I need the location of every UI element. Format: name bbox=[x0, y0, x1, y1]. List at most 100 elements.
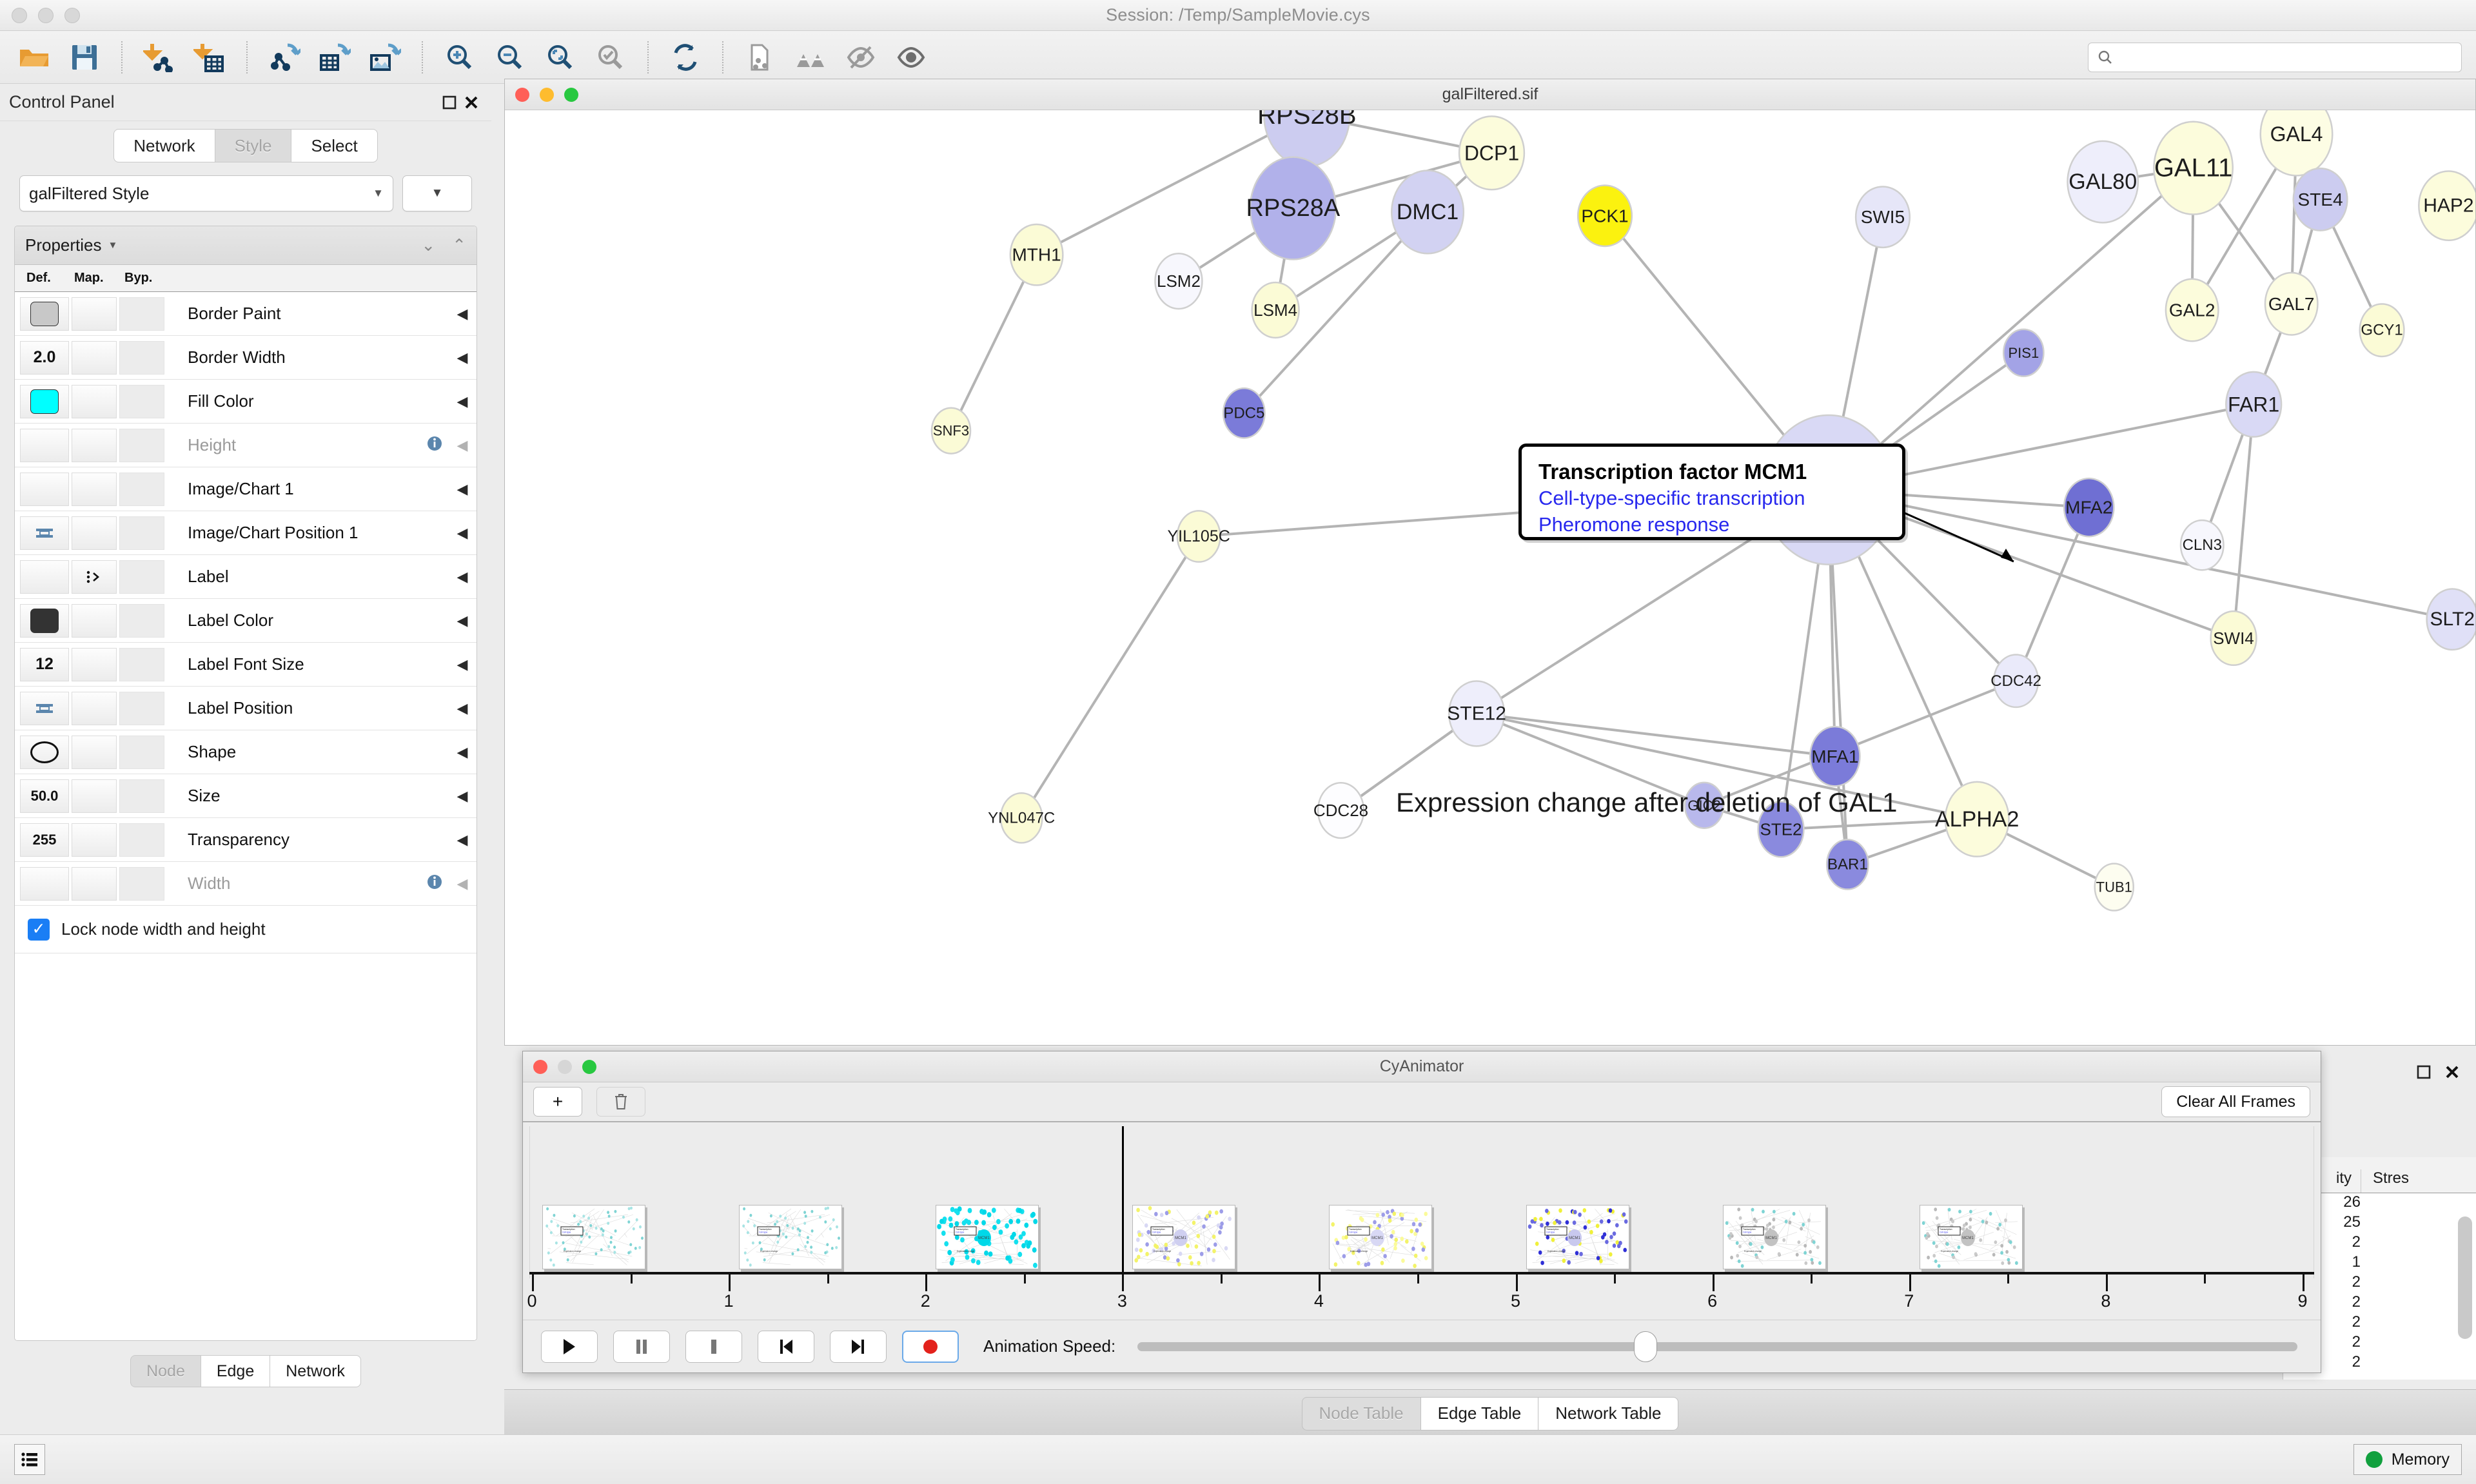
close-window-button[interactable] bbox=[12, 8, 27, 23]
zoom-in-icon[interactable] bbox=[435, 34, 485, 81]
property-expand-arrow[interactable]: ◀ bbox=[457, 568, 468, 585]
graph-node[interactable]: DCP1 bbox=[1458, 115, 1526, 191]
network-window-controls[interactable] bbox=[515, 87, 578, 102]
property-expand-arrow[interactable]: ◀ bbox=[457, 349, 468, 366]
hide-selected-icon[interactable] bbox=[836, 34, 886, 81]
graph-node[interactable]: MFA1 bbox=[1809, 725, 1861, 787]
window-controls[interactable] bbox=[12, 8, 80, 23]
color-swatch[interactable] bbox=[30, 389, 59, 414]
property-mapping-cell[interactable] bbox=[72, 691, 117, 725]
property-default-cell[interactable] bbox=[20, 384, 69, 418]
timeline-frame[interactable]: Transcription Cell-type Expression change bbox=[739, 1205, 843, 1269]
lock-node-size-row[interactable]: ✓ Lock node width and height bbox=[15, 906, 477, 953]
tab-node[interactable]: Node bbox=[130, 1355, 201, 1387]
graph-node[interactable]: CDC28 bbox=[1313, 781, 1368, 839]
cyanimator-window-controls[interactable] bbox=[533, 1059, 596, 1074]
property-mapping-cell[interactable] bbox=[72, 823, 117, 857]
graph-node[interactable]: GCY1 bbox=[2359, 303, 2405, 358]
pause-button[interactable] bbox=[613, 1330, 670, 1363]
property-default-cell[interactable] bbox=[20, 603, 69, 638]
search-box[interactable] bbox=[2088, 43, 2462, 72]
save-disk-icon[interactable] bbox=[59, 34, 110, 81]
graph-node[interactable]: SWI4 bbox=[2210, 610, 2257, 667]
property-bypass-cell[interactable] bbox=[119, 297, 164, 331]
clear-all-frames-button[interactable]: Clear All Frames bbox=[2161, 1086, 2310, 1117]
property-expand-arrow[interactable]: ◀ bbox=[457, 436, 468, 453]
export-network-icon[interactable] bbox=[259, 34, 310, 81]
graph-node[interactable]: TUB1 bbox=[2094, 863, 2135, 912]
property-bypass-cell[interactable] bbox=[119, 560, 164, 594]
property-mapping-cell[interactable] bbox=[72, 297, 117, 331]
add-frame-button[interactable]: + bbox=[533, 1087, 582, 1117]
zoom-fit-icon[interactable] bbox=[535, 34, 585, 81]
property-mapping-cell[interactable] bbox=[72, 560, 117, 594]
property-mapping-cell[interactable] bbox=[72, 472, 117, 506]
show-all-icon[interactable] bbox=[886, 34, 936, 81]
maximize-network-button[interactable] bbox=[564, 87, 578, 102]
timeline-playhead[interactable] bbox=[1122, 1126, 1125, 1273]
property-row[interactable]: Fill Color ◀ bbox=[15, 380, 477, 424]
new-network-icon[interactable] bbox=[735, 34, 785, 81]
property-expand-arrow[interactable]: ◀ bbox=[457, 480, 468, 497]
record-button[interactable] bbox=[902, 1330, 959, 1363]
timeline-frame[interactable]: MCM1 Transcription Cell-type Expression cha… bbox=[1919, 1205, 2023, 1269]
import-table-icon[interactable] bbox=[184, 34, 235, 81]
property-row[interactable]: Label Color ◀ bbox=[15, 599, 477, 643]
graph-node[interactable]: MFA2 bbox=[2063, 477, 2115, 538]
property-expand-arrow[interactable]: ◀ bbox=[457, 831, 468, 848]
close-cyanimator-button[interactable] bbox=[533, 1059, 547, 1074]
style-select[interactable]: galFiltered Style ▼ bbox=[19, 175, 393, 211]
minimize-network-button[interactable] bbox=[540, 87, 554, 102]
table-scrollbar[interactable] bbox=[2458, 1216, 2472, 1339]
graph-node[interactable]: RPS28B bbox=[1257, 110, 1357, 168]
tab-network[interactable]: Network bbox=[113, 129, 215, 162]
property-expand-arrow[interactable]: ◀ bbox=[457, 656, 468, 672]
graph-node[interactable]: STE4 bbox=[2292, 167, 2348, 231]
graph-node[interactable]: ALPHA2 bbox=[1935, 781, 2019, 857]
graph-edge[interactable] bbox=[1780, 817, 1978, 831]
tab-edge-table[interactable]: Edge Table bbox=[1420, 1396, 1538, 1430]
property-mapping-cell[interactable] bbox=[72, 779, 117, 813]
property-mapping-cell[interactable] bbox=[72, 647, 117, 681]
network-canvas[interactable]: RPS28B DCP1 RPS28A DMC1 PCK1 SWI5 GAL80 GAL11 GA… bbox=[505, 110, 2475, 1045]
info-icon[interactable] bbox=[426, 874, 448, 893]
graph-edge[interactable] bbox=[1036, 113, 1308, 256]
graph-node[interactable]: PDC5 bbox=[1222, 387, 1266, 439]
property-expand-arrow[interactable]: ◀ bbox=[457, 393, 468, 409]
graph-edge[interactable] bbox=[1243, 211, 1429, 415]
color-swatch[interactable] bbox=[30, 301, 59, 326]
property-expand-arrow[interactable]: ◀ bbox=[457, 699, 468, 716]
tab-edge[interactable]: Edge bbox=[200, 1355, 270, 1387]
open-folder-icon[interactable] bbox=[9, 34, 59, 81]
property-default-cell[interactable]: 12 bbox=[20, 647, 69, 681]
property-expand-arrow[interactable]: ◀ bbox=[457, 524, 468, 541]
property-default-cell[interactable] bbox=[20, 560, 69, 594]
cyanimator-timeline[interactable]: Transcription Cell-type Expression change T… bbox=[523, 1122, 2321, 1316]
property-row[interactable]: Height ◀ bbox=[15, 424, 477, 467]
graph-node[interactable]: GAL4 bbox=[2259, 110, 2334, 177]
graph-edge[interactable] bbox=[1476, 712, 1978, 821]
property-bypass-cell[interactable] bbox=[119, 472, 164, 506]
layout-icon[interactable] bbox=[785, 34, 836, 81]
table-panel-window-icons[interactable] bbox=[2417, 1065, 2459, 1079]
speed-slider-knob[interactable] bbox=[1634, 1331, 1658, 1362]
list-icon[interactable] bbox=[14, 1444, 45, 1475]
property-default-cell[interactable] bbox=[20, 297, 69, 331]
property-default-cell[interactable]: 50.0 bbox=[20, 779, 69, 813]
property-row[interactable]: 2.0 Border Width ◀ bbox=[15, 336, 477, 380]
property-row[interactable]: Image/Chart 1 ◀ bbox=[15, 467, 477, 511]
timeline-frame[interactable]: MCM1 Transcription Cell-type Expression cha… bbox=[1329, 1205, 1433, 1269]
graph-node[interactable]: CLN3 bbox=[2179, 519, 2225, 571]
graph-node[interactable]: LSM2 bbox=[1154, 253, 1203, 310]
tab-network-table[interactable]: Network Table bbox=[1538, 1396, 1679, 1430]
graph-node[interactable]: GAL11 bbox=[2153, 121, 2234, 215]
timeline-frame[interactable]: MCM1 Transcription Cell-type Expression cha… bbox=[1526, 1205, 1629, 1269]
export-table-icon[interactable] bbox=[310, 34, 360, 81]
graph-node[interactable]: FAR1 bbox=[2225, 371, 2283, 438]
property-row[interactable]: 255 Transparency ◀ bbox=[15, 818, 477, 862]
export-image-icon[interactable] bbox=[360, 34, 410, 81]
graph-node[interactable]: HAP2 bbox=[2418, 170, 2475, 242]
tab-node-table[interactable]: Node Table bbox=[1301, 1396, 1420, 1430]
stop-button[interactable] bbox=[685, 1330, 742, 1363]
timeline-frame[interactable]: Transcription Cell-type Expression change bbox=[542, 1205, 645, 1269]
